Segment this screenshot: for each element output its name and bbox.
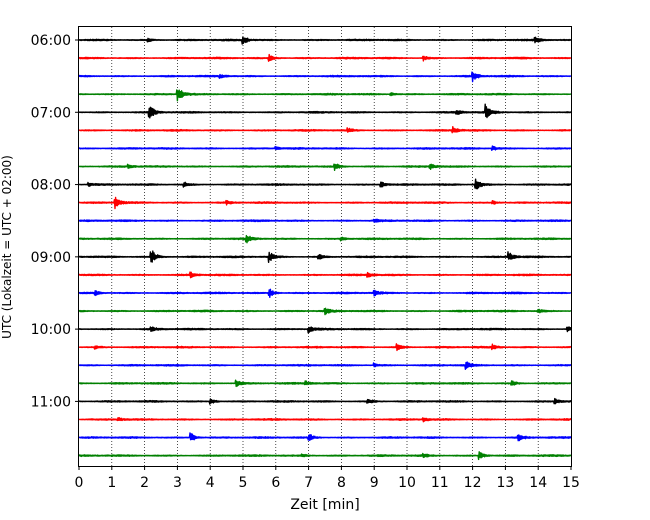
x-tick-label-12: 12	[464, 475, 482, 491]
trace-group	[78, 36, 572, 461]
trace-0900	[78, 250, 572, 264]
x-axis-label: Zeit [min]	[290, 497, 359, 513]
trace-0745	[78, 163, 572, 171]
trace-0630	[78, 71, 572, 83]
trace-0830	[78, 218, 572, 223]
trace-1030	[78, 361, 572, 370]
y-axis: 06:00 07:00 08:00 09:00 10:00 11:00	[31, 33, 79, 410]
trace-1015	[78, 343, 572, 352]
trace-0600	[78, 36, 572, 45]
x-tick-label-1: 1	[107, 475, 116, 491]
x-tick-label-14: 14	[529, 475, 547, 491]
y-axis-label: UTC (Lokalzeit = UTC + 02:00)	[0, 155, 14, 339]
trace-0700	[78, 103, 572, 119]
y-tick-label-07:00: 07:00	[31, 105, 71, 121]
trace-1145	[78, 451, 572, 461]
y-tick-label-06:00: 06:00	[31, 33, 71, 49]
vertical-grid	[111, 27, 539, 466]
trace-1115	[78, 416, 572, 423]
trace-0645	[78, 89, 572, 102]
x-tick-label-8: 8	[337, 475, 346, 491]
y-tick-label-09:00: 09:00	[31, 250, 71, 266]
x-tick-label-4: 4	[206, 475, 215, 491]
trace-1100	[78, 397, 572, 405]
trace-0615	[78, 53, 572, 62]
x-tick-label-3: 3	[173, 475, 182, 491]
plot-frame	[78, 26, 572, 467]
trace-0715	[78, 126, 572, 134]
trace-1000	[78, 326, 572, 334]
trace-1045	[78, 379, 572, 388]
x-tick-label-5: 5	[239, 475, 248, 491]
x-tick-label-2: 2	[140, 475, 149, 491]
trace-0930	[78, 288, 572, 298]
x-tick-label-7: 7	[304, 475, 313, 491]
y-tick-label-10:00: 10:00	[31, 322, 71, 338]
x-tick-label-6: 6	[271, 475, 280, 491]
trace-0845	[78, 234, 572, 244]
trace-0915	[78, 271, 572, 279]
x-tick-label-11: 11	[431, 475, 449, 491]
x-axis: 0 1 2 3 4 5 6 7 8 9 10 11 12 13 14 15	[75, 466, 580, 491]
trace-0815	[78, 196, 572, 210]
x-tick-label-0: 0	[75, 475, 84, 491]
x-tick-label-9: 9	[370, 475, 379, 491]
trace-0800	[78, 178, 572, 190]
y-tick-label-11:00: 11:00	[31, 394, 71, 410]
trace-0730	[78, 145, 572, 151]
x-tick-label-15: 15	[562, 475, 580, 491]
trace-1130	[78, 432, 572, 442]
x-tick-label-10: 10	[398, 475, 416, 491]
x-tick-label-13: 13	[496, 475, 514, 491]
trace-0945	[78, 307, 572, 316]
y-tick-label-08:00: 08:00	[31, 178, 71, 194]
